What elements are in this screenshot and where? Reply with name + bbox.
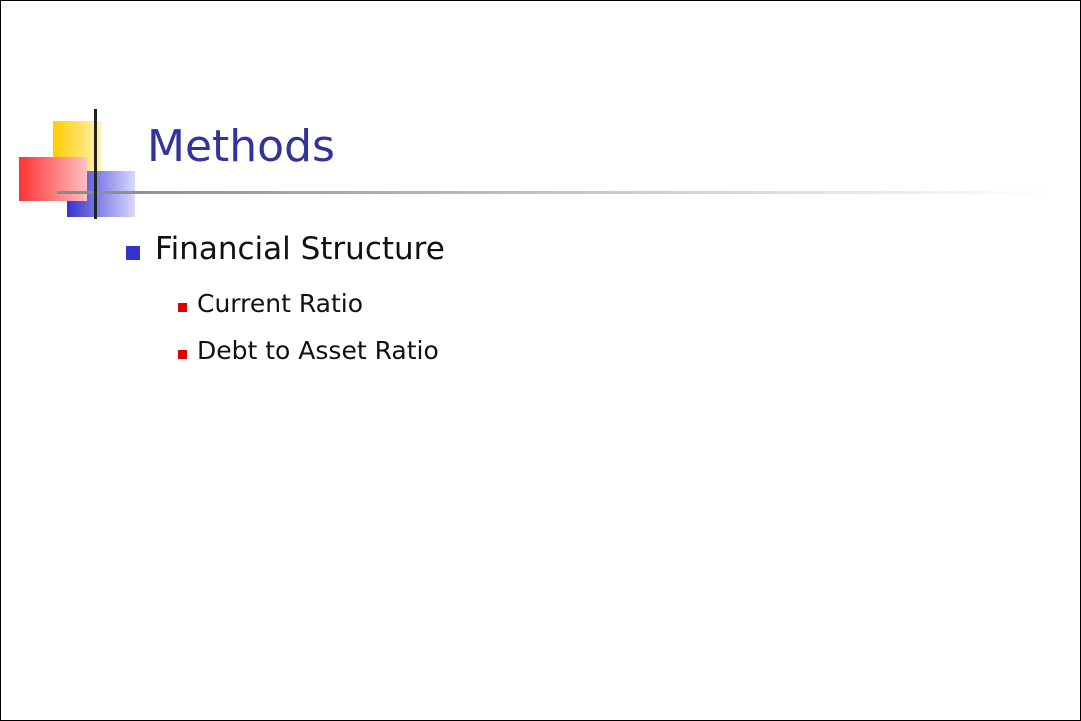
sub-bullet: Debt to Asset Ratio [197, 336, 439, 365]
sub-bullet-icon [178, 303, 187, 312]
title-decoration [19, 109, 1057, 219]
sub-bullet: Current Ratio [197, 289, 364, 318]
bullet-icon [126, 246, 140, 260]
sub-bullet-icon [178, 350, 187, 359]
bullet: Financial Structure [155, 231, 445, 267]
slide-title: Methods [147, 121, 335, 172]
